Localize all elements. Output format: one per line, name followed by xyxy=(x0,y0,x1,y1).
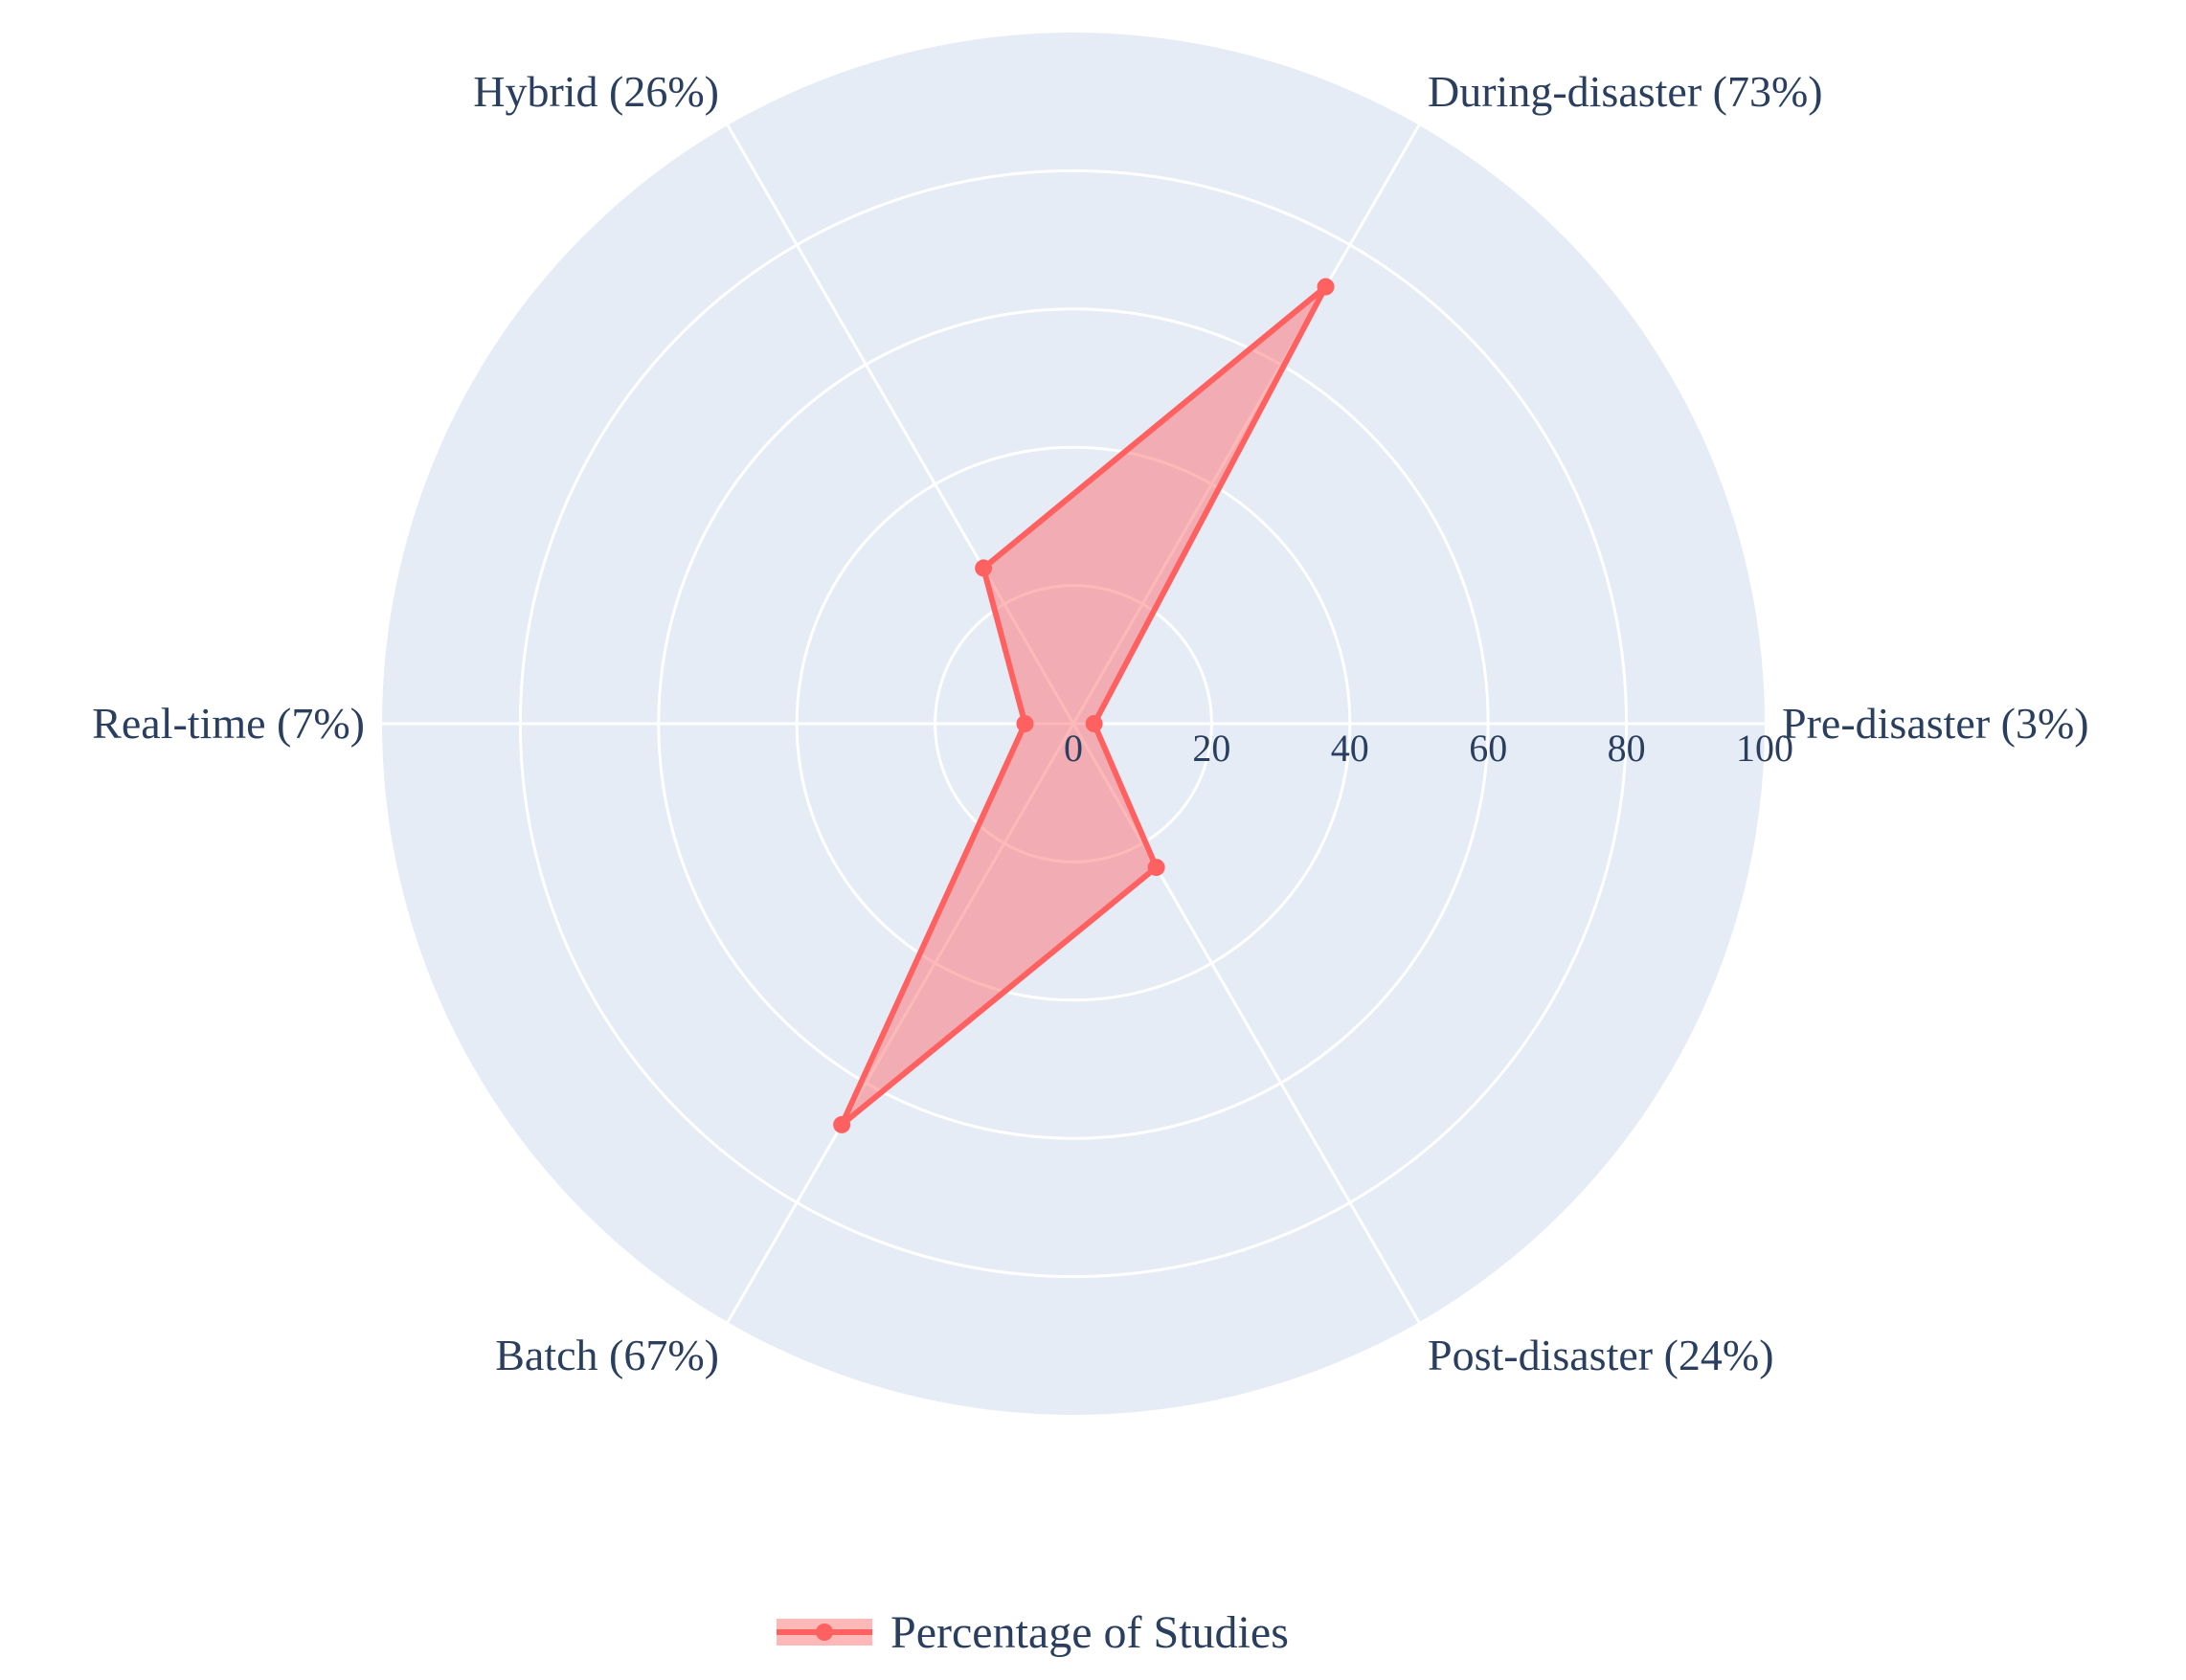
legend[interactable]: Percentage of Studies xyxy=(777,1607,1289,1658)
grid-spoke-1 xyxy=(1071,123,1421,725)
radial-tick-label: 0 xyxy=(1064,727,1083,770)
data-point-0-0[interactable] xyxy=(1085,715,1103,732)
radial-tick-label: 100 xyxy=(1736,727,1793,770)
data-point-0-1[interactable] xyxy=(1317,278,1335,296)
series-layer xyxy=(833,278,1335,1133)
data-point-0-5[interactable] xyxy=(1147,859,1165,877)
data-point-0-3[interactable] xyxy=(1016,715,1034,732)
category-label: Pre-disaster (3%) xyxy=(1782,699,2089,748)
category-label: During-disaster (73%) xyxy=(1428,67,1823,116)
grid-spoke-2 xyxy=(726,123,1075,725)
radial-tick-label: 80 xyxy=(1608,727,1646,770)
series-area-0 xyxy=(842,286,1326,1125)
radial-tick-labels: 0 20 40 60 80 100 xyxy=(1064,727,1793,770)
data-point-0-2[interactable] xyxy=(975,559,993,577)
radial-tick-label: 40 xyxy=(1331,727,1369,770)
category-label: Batch (67%) xyxy=(495,1331,719,1379)
grid-spoke-4 xyxy=(726,723,1075,1324)
category-labels: Pre-disaster (3%) During-disaster (73%) Hy… xyxy=(92,67,2088,1379)
legend-swatch-marker xyxy=(816,1624,833,1641)
radial-tick-label: 20 xyxy=(1192,727,1230,770)
category-label: Real-time (7%) xyxy=(92,699,365,748)
legend-label[interactable]: Percentage of Studies xyxy=(890,1607,1289,1658)
category-label: Post-disaster (24%) xyxy=(1428,1331,1774,1379)
category-label: Hybrid (26%) xyxy=(473,67,719,116)
polar-grid xyxy=(382,123,1765,1324)
data-point-0-4[interactable] xyxy=(833,1115,851,1133)
grid-spoke-5 xyxy=(1071,723,1421,1324)
radial-tick-label: 60 xyxy=(1469,727,1507,770)
